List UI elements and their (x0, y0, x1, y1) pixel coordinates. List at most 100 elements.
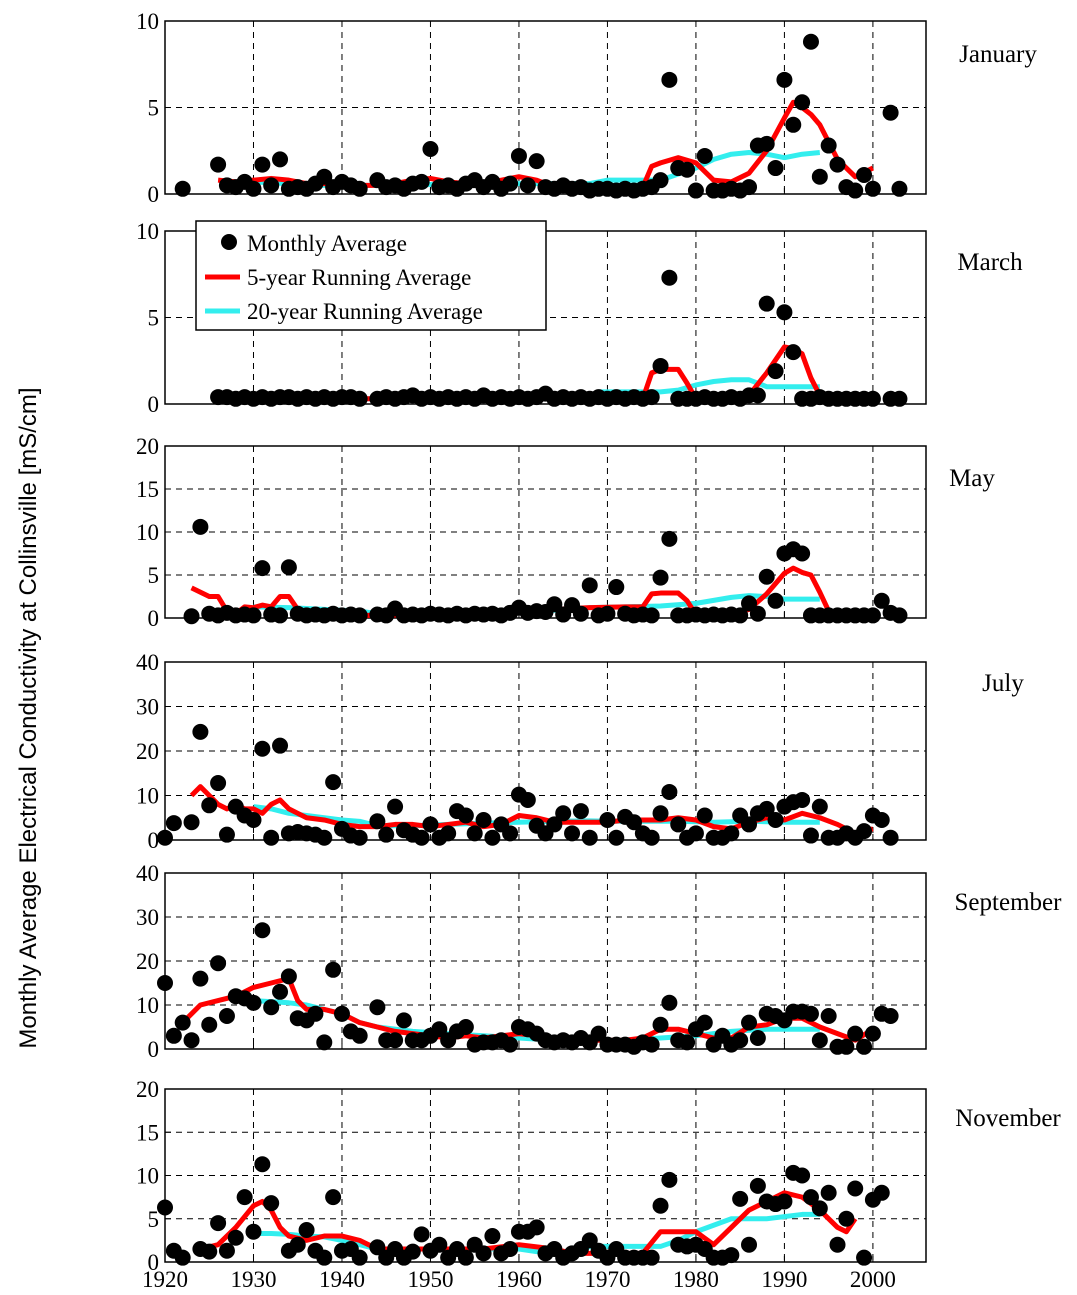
monthly-point (679, 1034, 696, 1051)
monthly-point (263, 1195, 280, 1212)
monthly-point (351, 390, 368, 407)
monthly-point (794, 94, 811, 111)
monthly-point (192, 518, 209, 535)
monthly-point (413, 1226, 430, 1243)
monthly-point (395, 1012, 412, 1029)
legend-label-run5: 5-year Running Average (247, 265, 471, 290)
monthly-point (864, 1025, 881, 1042)
panel-january: 0 5 10 January (136, 9, 1037, 207)
monthly-point (838, 1038, 855, 1055)
monthly-point (404, 1243, 421, 1260)
panel-july: 0 10 20 30 40 July (136, 650, 1024, 853)
y-tick-label: 0 (148, 606, 160, 631)
y-tick-label: 30 (136, 905, 159, 930)
y-tick-label: 20 (136, 739, 159, 764)
monthly-point (661, 994, 678, 1011)
monthly-point (378, 826, 395, 843)
monthly-point (457, 1249, 474, 1266)
monthly-point (652, 805, 669, 822)
monthly-point (502, 1036, 519, 1053)
y-tick-label: 30 (136, 695, 159, 720)
y-tick-label: 5 (148, 306, 160, 331)
monthly-point (767, 811, 784, 828)
monthly-point (174, 180, 191, 197)
monthly-point (298, 1221, 315, 1238)
monthly-point (201, 797, 218, 814)
x-tick-label: 1940 (319, 1267, 365, 1292)
monthly-point (741, 1014, 758, 1031)
y-tick-label: 10 (136, 1164, 159, 1189)
monthly-point (351, 607, 368, 624)
y-tick-label: 10 (136, 784, 159, 809)
panel-september: 0 10 20 30 40 September (136, 861, 1062, 1062)
monthly-point (891, 180, 908, 197)
monthly-point (263, 829, 280, 846)
monthly-point (333, 1005, 350, 1022)
monthly-point (732, 1032, 749, 1049)
y-tick-label: 10 (136, 219, 159, 244)
monthly-point (351, 829, 368, 846)
monthly-point (466, 825, 483, 842)
y-tick-label: 15 (136, 477, 159, 502)
panels: 0 5 10 January 0 5 10 March 0 5 10 15 20 May 0 10 20 30 40… (136, 9, 1062, 1292)
monthly-point (643, 829, 660, 846)
monthly-point (564, 825, 581, 842)
monthly-point (387, 1032, 404, 1049)
y-tick-label: 20 (136, 949, 159, 974)
monthly-point (210, 775, 227, 792)
monthly-point (687, 825, 704, 842)
monthly-point (351, 180, 368, 197)
monthly-point (325, 774, 342, 791)
monthly-point (316, 168, 333, 185)
monthly-point (581, 577, 598, 594)
monthly-point (174, 1014, 191, 1031)
monthly-point (528, 153, 545, 170)
y-tick-label: 10 (136, 9, 159, 34)
monthly-point (732, 1190, 749, 1207)
monthly-point (369, 999, 386, 1016)
x-tick-label: 1980 (673, 1267, 719, 1292)
x-tick-label: 1960 (496, 1267, 542, 1292)
panel-november: 0 5 10 15 20 1920 1930 1940 1950 1960 1970 1980 1990… (136, 1077, 1061, 1292)
legend-label-monthly: Monthly Average (247, 231, 407, 256)
monthly-point (325, 961, 342, 978)
y-tick-label: 40 (136, 861, 159, 886)
monthly-point (838, 1210, 855, 1227)
monthly-point (254, 560, 271, 577)
monthly-point (661, 71, 678, 88)
monthly-point (608, 579, 625, 596)
monthly-point (847, 1025, 864, 1042)
monthly-point (723, 825, 740, 842)
y-tick-label: 0 (148, 1037, 160, 1062)
monthly-point (891, 607, 908, 624)
monthly-point (316, 1249, 333, 1266)
monthly-point (661, 783, 678, 800)
monthly-point (218, 826, 235, 843)
monthly-point (210, 955, 227, 972)
monthly-point (280, 968, 297, 985)
monthly-point (502, 175, 519, 192)
monthly-point (785, 344, 802, 361)
monthly-point (201, 1016, 218, 1033)
y-tick-label: 0 (148, 828, 160, 853)
monthly-point (192, 723, 209, 740)
monthly-point (643, 607, 660, 624)
monthly-point (555, 805, 572, 822)
monthly-point (413, 829, 430, 846)
monthly-point (732, 607, 749, 624)
monthly-point (254, 740, 271, 757)
month-title: March (957, 249, 1023, 276)
monthly-point (245, 994, 262, 1011)
monthly-point (599, 811, 616, 828)
monthly-point (652, 1197, 669, 1214)
monthly-point (820, 1008, 837, 1024)
monthly-point (758, 800, 775, 817)
monthly-point (811, 1032, 828, 1049)
monthly-point (245, 1223, 262, 1240)
x-tick-label: 1970 (584, 1267, 630, 1292)
monthly-point (864, 607, 881, 624)
monthly-point (227, 1229, 244, 1246)
x-tick-label: 1920 (142, 1267, 188, 1292)
monthly-point (776, 1193, 793, 1210)
y-tick-label: 40 (136, 650, 159, 675)
